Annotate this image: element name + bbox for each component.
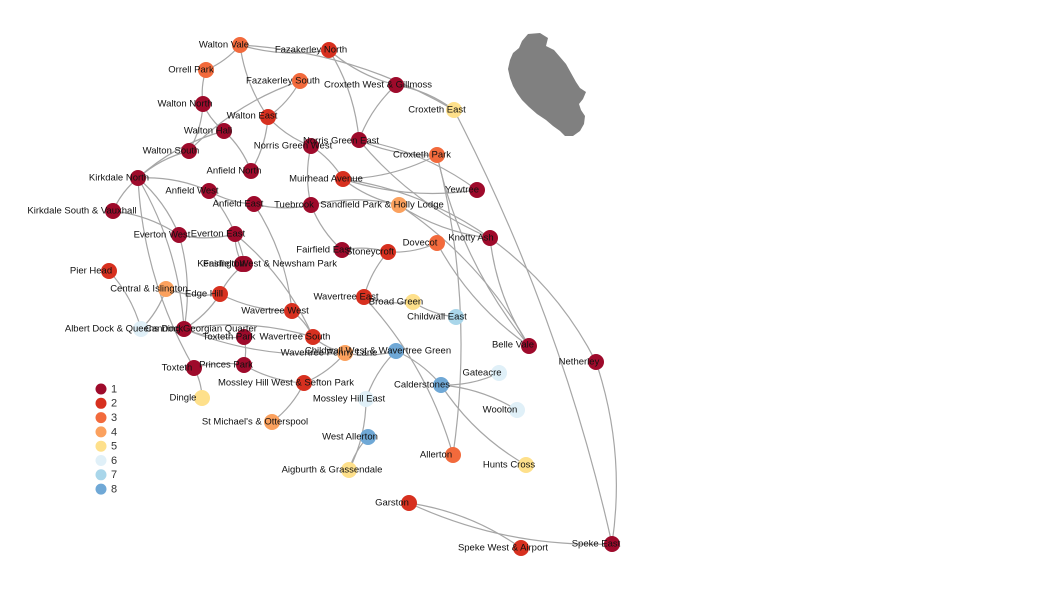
ward-label-gateacre: Gateacre bbox=[462, 368, 501, 379]
ward-label-knotty-ash: Knotty Ash bbox=[448, 233, 493, 244]
ward-label-allerton: Allerton bbox=[420, 450, 452, 461]
ward-label-fairfield-west: Fairfield West & Newsham Park bbox=[203, 259, 337, 270]
ward-label-walton-north: Walton North bbox=[157, 99, 212, 110]
link-knotty-ash-belle-vale bbox=[490, 238, 529, 346]
ward-label-dovecot: Dovecot bbox=[403, 238, 438, 249]
ward-label-tuebrook: Tuebrook bbox=[274, 200, 314, 211]
liverpool-map-silhouette bbox=[508, 33, 586, 136]
ward-label-central: Central & Islington bbox=[110, 284, 188, 295]
ward-label-edge-hill: Edge Hill bbox=[185, 289, 223, 300]
ward-label-walton-south: Walton South bbox=[143, 146, 200, 157]
legend-label-5: 5 bbox=[111, 441, 117, 453]
ward-label-anfield-north: Anfield North bbox=[207, 166, 262, 177]
ward-label-muirhead-avenue: Muirhead Avenue bbox=[289, 174, 363, 185]
link-fazakerley-north-norris-green-east bbox=[329, 50, 359, 140]
legend-swatch-2 bbox=[96, 398, 107, 409]
ward-label-woolton: Woolton bbox=[483, 405, 518, 416]
link-pier-head-albert-dock bbox=[109, 271, 141, 329]
ward-label-toxteth: Toxteth bbox=[162, 363, 193, 374]
legend-swatch-3 bbox=[96, 412, 107, 423]
ward-label-toxteth-park: Toxteth Park bbox=[203, 332, 256, 343]
link-croxteth-east-speke-east bbox=[454, 110, 612, 544]
ward-label-speke-east: Speke East bbox=[572, 539, 621, 550]
ward-label-fazakerley-south: Fazakerley South bbox=[246, 76, 320, 87]
legend-swatch-7 bbox=[96, 469, 107, 480]
legend-label-4: 4 bbox=[111, 426, 117, 438]
ward-label-pier-head: Pier Head bbox=[70, 266, 112, 277]
legend-swatch-6 bbox=[96, 455, 107, 466]
legend-label-2: 2 bbox=[111, 398, 117, 410]
ward-label-west-allerton: West Allerton bbox=[322, 432, 378, 443]
ward-label-hunts-cross: Hunts Cross bbox=[483, 460, 536, 471]
ward-label-princes-park: Princes Park bbox=[199, 360, 253, 371]
ward-label-walton-east: Walton East bbox=[227, 111, 278, 122]
ward-label-croxteth-park: Croxteth Park bbox=[393, 150, 451, 161]
legend-swatch-5 bbox=[96, 441, 107, 452]
ward-label-st-michaels: St Michael's & Otterspool bbox=[202, 417, 308, 428]
ward-label-aigburth: Aigburth & Grassendale bbox=[282, 465, 383, 476]
ward-label-sandfield-park: Sandfield Park & Holly Lodge bbox=[320, 200, 444, 211]
ward-label-netherley: Netherley bbox=[559, 357, 600, 368]
ward-label-mossley-hill-east: Mossley Hill East bbox=[313, 394, 386, 405]
legend-label-1: 1 bbox=[111, 383, 117, 395]
ward-label-kirkdale-north: Kirkdale North bbox=[89, 173, 149, 184]
ward-label-mossley-hill-west: Mossley Hill West & Sefton Park bbox=[218, 378, 354, 389]
ward-label-fazakerley-north: Fazakerley North bbox=[275, 45, 347, 56]
ward-label-anfield-east: Anfield East bbox=[213, 199, 264, 210]
ward-label-walton-vale: Walton Vale bbox=[199, 40, 249, 51]
legend-swatch-1 bbox=[96, 384, 107, 395]
legend-label-7: 7 bbox=[111, 469, 117, 481]
link-kirkdale-north-canning bbox=[138, 178, 184, 329]
link-garston-speke-west bbox=[409, 503, 521, 548]
link-kirkdale-north-toxteth bbox=[138, 178, 194, 368]
ward-label-croxteth-east: Croxteth East bbox=[408, 105, 466, 116]
legend-label-8: 8 bbox=[111, 484, 117, 496]
legend-swatch-4 bbox=[96, 426, 107, 437]
ward-label-speke-west: Speke West & Airport bbox=[458, 543, 548, 554]
ward-label-croxteth-west: Croxteth West & Gillmoss bbox=[324, 80, 432, 91]
ward-label-wavertree-penny-lane: Wavertree Penny Lane bbox=[281, 348, 378, 359]
ward-label-childwall-east: Childwall East bbox=[407, 312, 467, 323]
legend-label-6: 6 bbox=[111, 455, 117, 467]
ward-label-anfield-west: Anfield West bbox=[165, 186, 219, 197]
ward-label-wavertree-west: Wavertree West bbox=[241, 306, 309, 317]
ward-label-norris-green-west: Norris Green West bbox=[254, 141, 333, 152]
ward-label-garston: Garston bbox=[375, 498, 409, 509]
legend-label-3: 3 bbox=[111, 412, 117, 424]
ward-label-stoneycroft: Stoneycroft bbox=[346, 247, 394, 258]
ward-label-everton-east: Everton East bbox=[191, 229, 246, 240]
ward-label-yew-tree: Yewtree bbox=[445, 185, 479, 196]
ward-label-broad-green: Broad Green bbox=[369, 297, 423, 308]
ward-label-wavertree-south: Wavertree South bbox=[260, 332, 331, 343]
ward-label-calderstones: Calderstones bbox=[394, 380, 450, 391]
ward-label-orrell-park: Orrell Park bbox=[168, 65, 214, 76]
legend: 1 2 3 4 5 6 7 8 bbox=[96, 383, 118, 495]
link-croxteth-west-norris-green-east bbox=[359, 85, 396, 140]
ward-label-belle-vale: Belle Vale bbox=[492, 340, 534, 351]
ward-label-everton-west: Everton West bbox=[134, 230, 191, 241]
ward-label-fairfield-east: Fairfield East bbox=[296, 245, 352, 256]
ward-label-walton-hall: Walton Hall bbox=[184, 126, 232, 137]
ward-label-kirkdale-south: Kirkdale South & Vauxhall bbox=[27, 206, 136, 217]
link-tuebrook-fairfield-east bbox=[311, 205, 342, 250]
ward-label-dingle: Dingle bbox=[170, 393, 197, 404]
legend-swatch-8 bbox=[96, 484, 107, 495]
